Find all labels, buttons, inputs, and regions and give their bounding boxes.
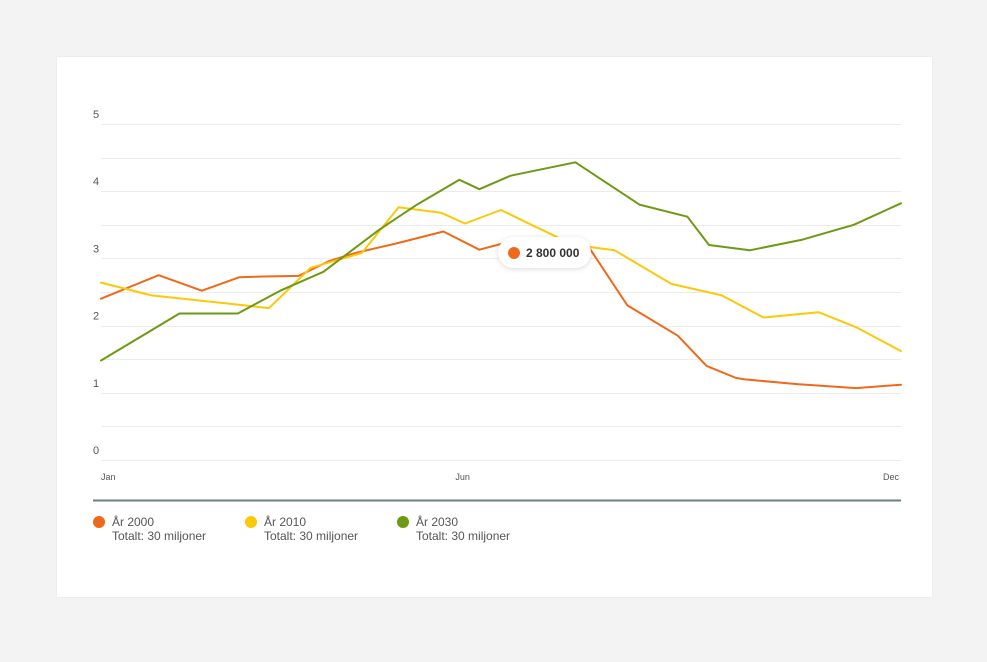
x-tick-label: Jun — [455, 472, 470, 482]
legend-item-2000[interactable]: År 2000 Totalt: 30 miljoner — [93, 515, 245, 543]
tooltip: 2 800 000 — [498, 237, 592, 268]
tooltip-value: 2 800 000 — [526, 245, 580, 260]
line-chart: 0 1 2 3 4 5 Jan Jun Dec — [93, 109, 902, 502]
y-tick-label: 3 — [93, 243, 99, 255]
series-lines — [100, 161, 902, 390]
y-tick-label: 5 — [93, 109, 99, 121]
y-tick-label: 0 — [93, 445, 99, 457]
series-line-2000[interactable] — [100, 230, 902, 390]
legend-subtitle-2010: Totalt: 30 miljoner — [264, 529, 359, 543]
series-line-2010[interactable] — [100, 206, 902, 353]
tooltip-series-dot — [508, 246, 520, 259]
legend-dot-2030 — [397, 516, 409, 528]
legend-subtitle-2000: Totalt: 30 miljoner — [112, 529, 207, 543]
legend-item-2030[interactable]: År 2030 Totalt: 30 miljoner — [397, 515, 549, 543]
legend-label-2010: År 2010 — [264, 515, 307, 529]
legend-subtitle-2030: Totalt: 30 miljoner — [416, 529, 511, 543]
y-axis-ticks: 0 1 2 3 4 5 — [93, 109, 99, 457]
legend: År 2000 Totalt: 30 miljoner År 2010 Tota… — [93, 515, 549, 543]
chart-card: 0 1 2 3 4 5 Jan Jun Dec 2 800 000 År 2000 Total… — [57, 57, 932, 597]
x-tick-label: Dec — [883, 472, 900, 482]
y-tick-label: 2 — [93, 311, 99, 323]
legend-item-2010[interactable]: År 2010 Totalt: 30 miljoner — [245, 515, 397, 543]
legend-dot-2010 — [245, 516, 257, 528]
legend-label-2000: År 2000 — [112, 515, 155, 529]
y-tick-label: 4 — [93, 176, 99, 188]
legend-label-2030: År 2030 — [416, 515, 459, 529]
series-line-2030[interactable] — [100, 161, 902, 362]
legend-dot-2000 — [93, 516, 105, 528]
x-tick-label: Jan — [101, 472, 116, 482]
gridlines — [101, 124, 901, 461]
y-tick-label: 1 — [93, 378, 99, 390]
x-axis-ticks: Jan Jun Dec — [101, 472, 899, 482]
